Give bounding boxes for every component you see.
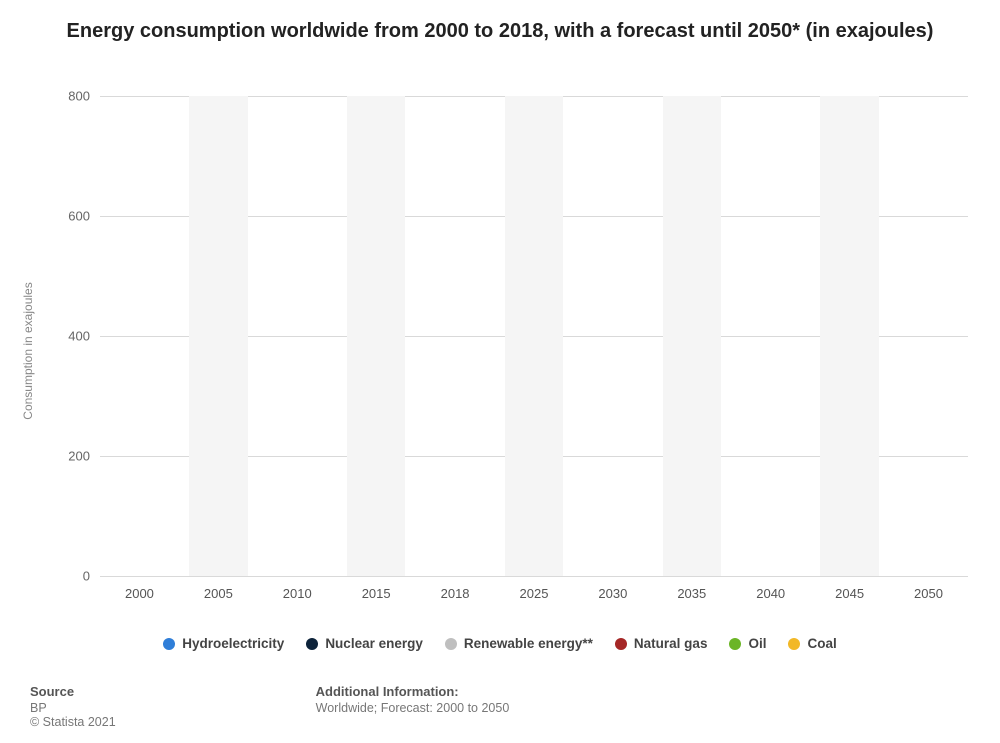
legend-swatch — [445, 638, 457, 650]
legend-item[interactable]: Natural gas — [615, 636, 708, 651]
x-tick-label: 2040 — [731, 576, 810, 601]
legend-item[interactable]: Renewable energy** — [445, 636, 593, 651]
chart-area: Consumption in exajoules 020040060080020… — [38, 86, 978, 616]
legend-label: Natural gas — [634, 636, 708, 651]
bar-group: 2050 — [889, 96, 968, 576]
bar-group: 2018 — [416, 96, 495, 576]
legend-label: Coal — [807, 636, 836, 651]
source-label: Source — [30, 684, 116, 699]
legend-label: Hydroelectricity — [182, 636, 284, 651]
legend-swatch — [788, 638, 800, 650]
x-tick-label: 2015 — [337, 576, 416, 601]
bar-group: 2045 — [810, 96, 889, 576]
legend-swatch — [615, 638, 627, 650]
legend-label: Oil — [748, 636, 766, 651]
bars: 2000200520102015201820252030203520402045… — [100, 96, 968, 576]
x-tick-label: 2030 — [573, 576, 652, 601]
plot-area: 0200400600800200020052010201520182025203… — [100, 96, 968, 576]
legend: Hydroelectricity Nuclear energy Renewable … — [0, 636, 1000, 651]
addl-info-value: Worldwide; Forecast: 2000 to 2050 — [316, 701, 510, 715]
bar-group: 2030 — [573, 96, 652, 576]
y-tick-label: 600 — [50, 209, 100, 224]
x-tick-label: 2025 — [495, 576, 574, 601]
y-tick-label: 200 — [50, 449, 100, 464]
footer: Source BP © Statista 2021 Additional Inf… — [30, 684, 970, 729]
legend-swatch — [163, 638, 175, 650]
bar-group: 2040 — [731, 96, 810, 576]
legend-label: Renewable energy** — [464, 636, 593, 651]
x-tick-label: 2010 — [258, 576, 337, 601]
x-tick-label: 2000 — [100, 576, 179, 601]
band-shade — [505, 96, 563, 576]
y-tick-label: 400 — [50, 329, 100, 344]
legend-swatch — [729, 638, 741, 650]
bar-group: 2010 — [258, 96, 337, 576]
x-tick-label: 2035 — [652, 576, 731, 601]
x-tick-label: 2005 — [179, 576, 258, 601]
bar-group: 2015 — [337, 96, 416, 576]
addl-info-label: Additional Information: — [316, 684, 510, 699]
band-shade — [663, 96, 721, 576]
bar-group: 2005 — [179, 96, 258, 576]
legend-item[interactable]: Coal — [788, 636, 836, 651]
band-shade — [820, 96, 878, 576]
x-tick-label: 2018 — [416, 576, 495, 601]
y-tick-label: 800 — [50, 89, 100, 104]
y-axis-label: Consumption in exajoules — [21, 282, 35, 419]
legend-item[interactable]: Hydroelectricity — [163, 636, 284, 651]
addl-info-block: Additional Information: Worldwide; Forec… — [316, 684, 510, 729]
band-shade — [347, 96, 405, 576]
source-block: Source BP © Statista 2021 — [30, 684, 116, 729]
legend-item[interactable]: Nuclear energy — [306, 636, 423, 651]
legend-label: Nuclear energy — [325, 636, 423, 651]
bar-group: 2025 — [495, 96, 574, 576]
bar-group: 2035 — [652, 96, 731, 576]
band-shade — [189, 96, 247, 576]
x-tick-label: 2045 — [810, 576, 889, 601]
legend-swatch — [306, 638, 318, 650]
legend-item[interactable]: Oil — [729, 636, 766, 651]
y-tick-label: 0 — [50, 569, 100, 584]
chart-title: Energy consumption worldwide from 2000 t… — [0, 0, 1000, 45]
x-tick-label: 2050 — [889, 576, 968, 601]
bar-group: 2000 — [100, 96, 179, 576]
copyright: © Statista 2021 — [30, 715, 116, 729]
source-value: BP — [30, 701, 116, 715]
